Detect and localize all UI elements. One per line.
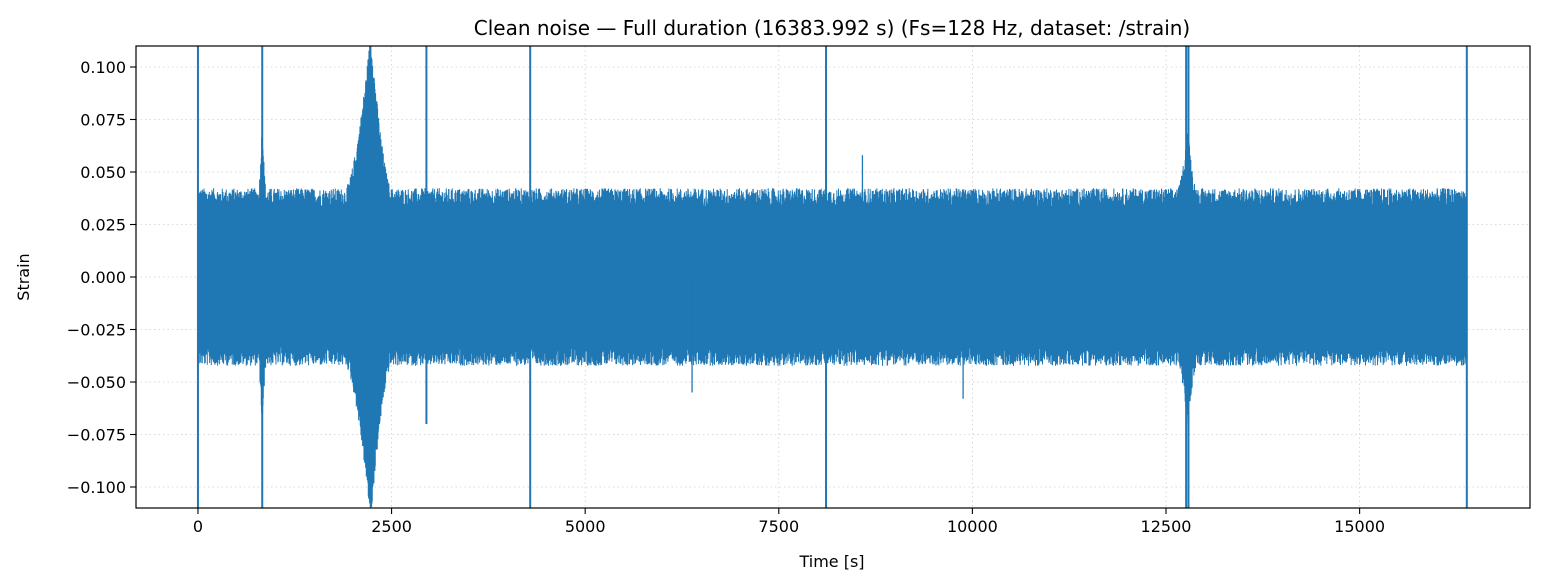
- y-tick-label: 0.075: [80, 111, 126, 130]
- y-tick-label: −0.025: [67, 321, 126, 340]
- y-axis-ticks: −0.100 −0.075 −0.050 −0.025 0.000 0.025 0.050 0…: [67, 58, 136, 497]
- y-tick-label: −0.075: [67, 426, 126, 445]
- y-tick-label: −0.050: [67, 373, 126, 392]
- y-tick-label: 0.050: [80, 163, 126, 182]
- y-tick-label: 0.000: [80, 268, 126, 287]
- x-tick-label: 5000: [565, 517, 606, 536]
- y-tick-label: −0.100: [67, 478, 126, 497]
- strain-series: [197, 46, 1468, 508]
- x-tick-label: 7500: [758, 517, 799, 536]
- glitch-lines: [196, 46, 1468, 508]
- x-tick-label: 12500: [1141, 517, 1192, 536]
- x-tick-label: 10000: [947, 517, 998, 536]
- x-tick-label: 15000: [1334, 517, 1385, 536]
- strain-line: [197, 46, 1468, 508]
- chart-title: Clean noise — Full duration (16383.992 s…: [474, 16, 1190, 40]
- x-tick-label: 2500: [371, 517, 412, 536]
- plot-area: [196, 46, 1468, 508]
- x-axis-label: Time [s]: [798, 552, 864, 571]
- y-tick-label: 0.100: [80, 58, 126, 77]
- x-axis-ticks: 0 2500 5000 7500 10000 12500 15000: [193, 508, 1385, 536]
- y-axis-label: Strain: [14, 253, 33, 300]
- y-tick-label: 0.025: [80, 216, 126, 235]
- x-tick-label: 0: [193, 517, 203, 536]
